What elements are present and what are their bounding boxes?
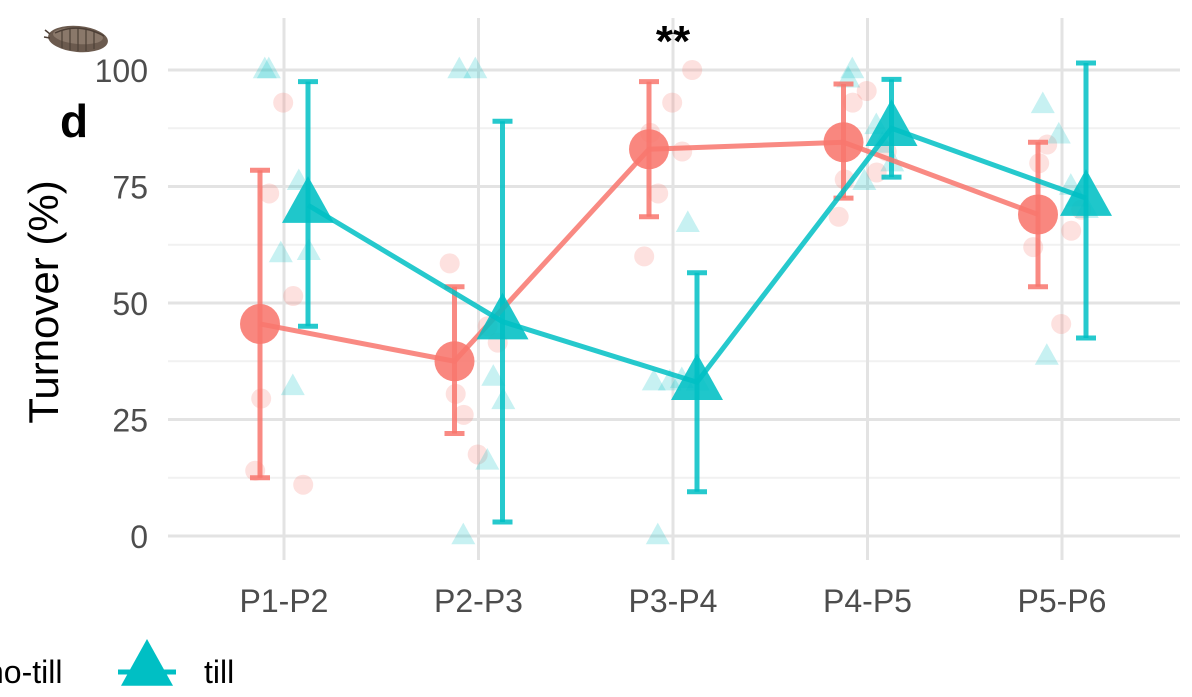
legend-label-till: till: [204, 654, 234, 690]
y-tick-label: 75: [112, 170, 148, 206]
raw-point-no-till: [634, 246, 655, 267]
raw-point-no-till: [1061, 220, 1082, 241]
mean-point-till: [476, 292, 529, 340]
raw-point-till: [852, 168, 877, 191]
legend-label-no-till: no-till: [0, 654, 62, 690]
raw-point-till: [475, 448, 500, 470]
panel-label: d: [60, 95, 88, 147]
raw-point-till: [1030, 91, 1055, 114]
raw-point-till: [675, 210, 700, 232]
y-tick-label: 50: [112, 286, 148, 322]
raw-point-no-till: [453, 404, 474, 425]
mean-point-no-till: [434, 341, 475, 382]
raw-point-till: [268, 240, 293, 263]
raw-point-no-till: [828, 206, 849, 227]
mean-point-no-till: [1018, 194, 1058, 235]
raw-point-no-till: [467, 444, 488, 465]
raw-point-till: [641, 368, 666, 391]
raw-point-till: [657, 368, 682, 391]
raw-point-till: [463, 56, 488, 79]
mean-point-till: [282, 176, 334, 223]
y-axis-ticks: 0 25 50 75 100: [95, 53, 148, 555]
legend-key-marker-till: [121, 638, 173, 686]
raw-point-till: [1046, 121, 1071, 144]
raw-point-no-till: [662, 92, 683, 113]
x-tick-label: P4-P5: [823, 583, 912, 619]
raw-point-till: [840, 56, 865, 79]
mean-markers: [240, 99, 1112, 401]
raw-point-till: [447, 56, 472, 79]
raw-point-no-till: [293, 474, 314, 495]
woodlouse-icon: [43, 25, 108, 53]
legend: no-till till: [0, 638, 234, 690]
y-tick-label: 100: [95, 53, 148, 89]
raw-point-till: [451, 522, 476, 545]
x-tick-label: P5-P6: [1018, 583, 1107, 619]
raw-point-till: [645, 522, 670, 545]
significance-label: **: [656, 17, 691, 66]
raw-point-till: [256, 56, 281, 79]
raw-point-till: [1034, 343, 1059, 365]
raw-point-no-till: [672, 141, 693, 162]
mean-point-till: [865, 99, 918, 147]
raw-point-till: [252, 56, 277, 79]
raw-point-no-till: [1051, 313, 1072, 334]
mean-point-no-till: [240, 303, 280, 344]
grid-lines: [168, 18, 1180, 560]
raw-point-no-till: [273, 92, 294, 113]
raw-point-no-till: [283, 286, 304, 307]
x-tick-label: P2-P3: [434, 583, 523, 619]
x-axis-ticks: P1-P2 P2-P3 P3-P4 P4-P5 P5-P6: [240, 583, 1107, 619]
significance-markers: **: [656, 17, 691, 66]
raw-point-no-till: [682, 60, 703, 80]
raw-point-no-till: [842, 92, 863, 113]
raw-point-no-till: [856, 80, 877, 101]
mean-point-till: [1060, 169, 1112, 216]
y-axis-label: Turnover (%): [20, 180, 67, 424]
y-tick-label: 25: [112, 403, 148, 439]
raw-point-no-till: [259, 183, 280, 204]
raw-point-till: [481, 364, 506, 386]
y-tick-label: 0: [130, 519, 148, 555]
mean-point-no-till: [823, 122, 864, 163]
raw-point-no-till: [439, 253, 460, 274]
mean-point-till: [671, 353, 723, 401]
x-tick-label: P3-P4: [629, 583, 718, 619]
x-tick-label: P1-P2: [240, 583, 329, 619]
raw-point-no-till: [648, 183, 669, 204]
raw-point-till: [280, 373, 305, 396]
mean-point-no-till: [629, 129, 669, 170]
